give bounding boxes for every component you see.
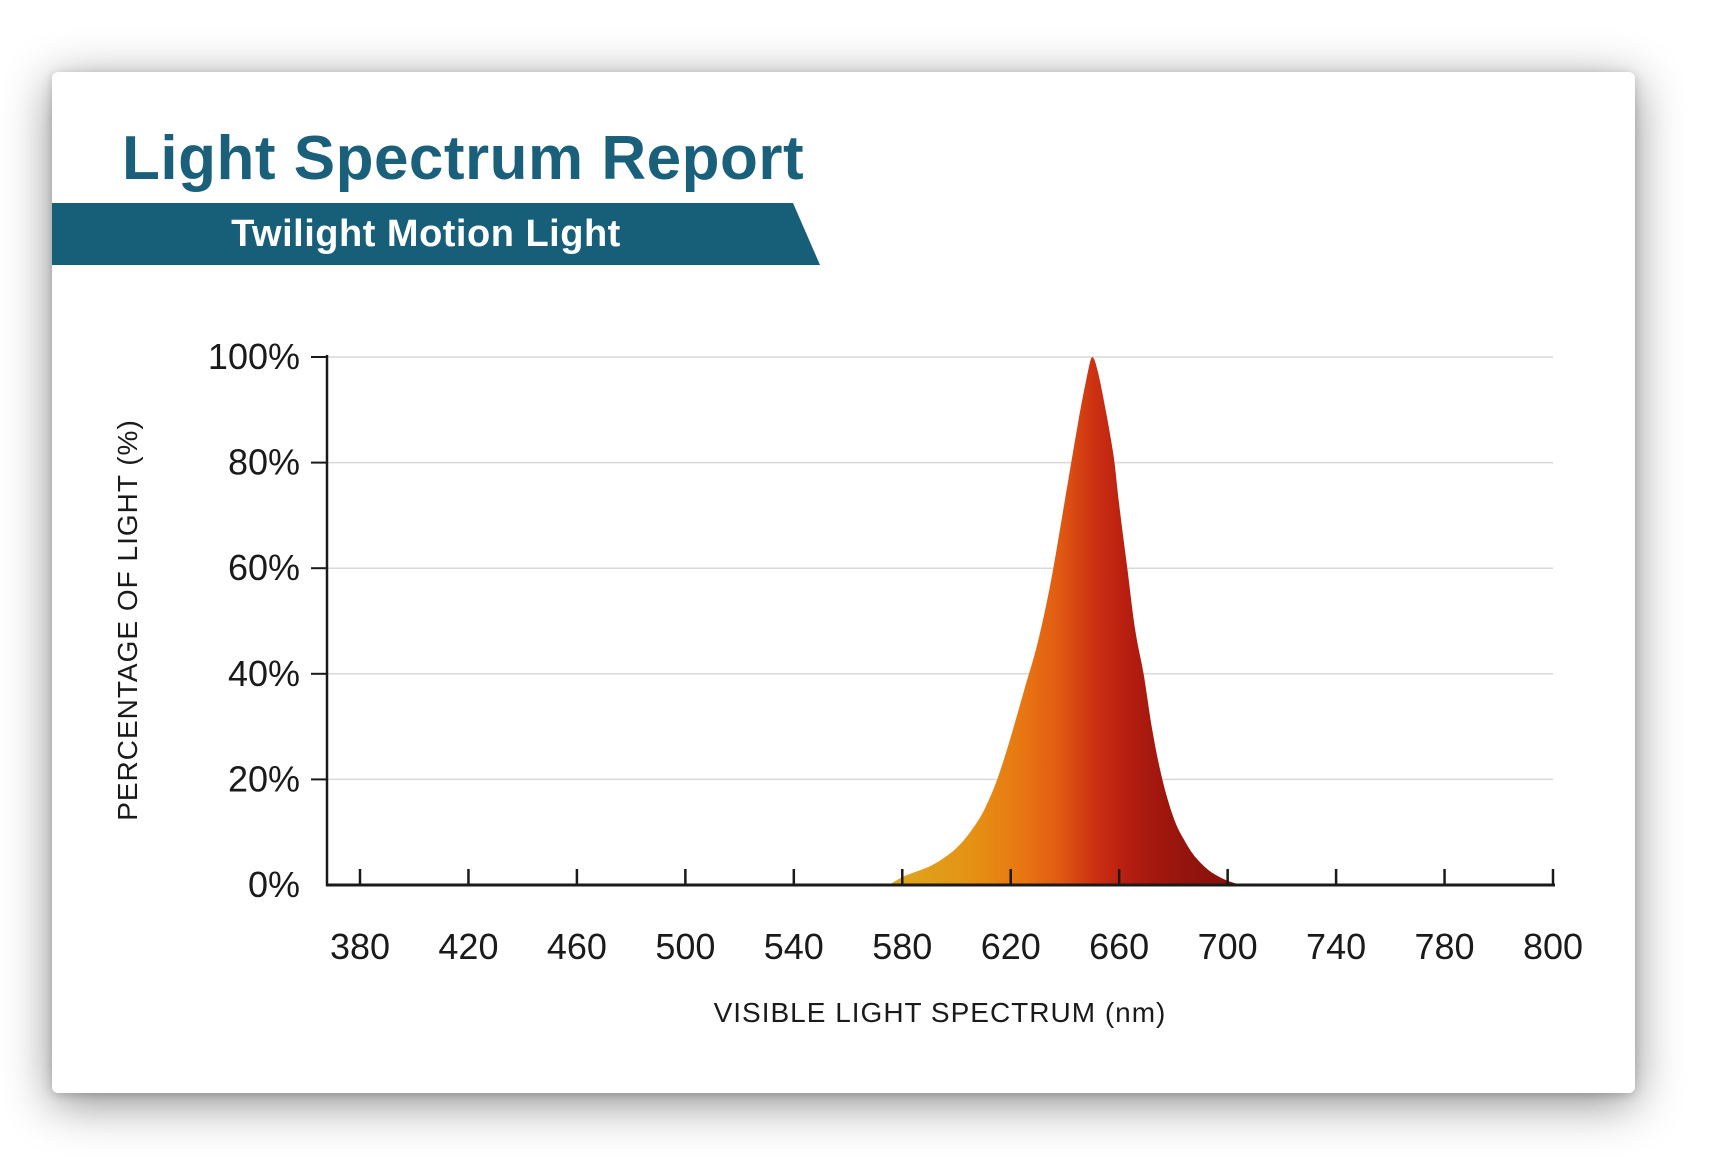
x-tick-label: 500 (655, 926, 715, 967)
x-tick-label: 800 (1523, 926, 1583, 967)
product-banner: Twilight Motion Light (52, 203, 820, 265)
report-card: Light Spectrum Report Twilight Motion Li… (52, 72, 1635, 1093)
spectrum-area (888, 357, 1242, 885)
x-tick-label: 580 (872, 926, 932, 967)
y-tick-label: 60% (228, 547, 300, 588)
x-tick-label: 740 (1306, 926, 1366, 967)
y-axis-title: PERCENTAGE OF LIGHT (%) (112, 419, 143, 821)
y-tick-label: 20% (228, 758, 300, 799)
x-tick-label: 780 (1415, 926, 1475, 967)
x-tick-label: 620 (981, 926, 1041, 967)
y-tick-label: 40% (228, 653, 300, 694)
x-tick-label: 460 (547, 926, 607, 967)
report-title: Light Spectrum Report (122, 124, 805, 193)
x-tick-label: 660 (1089, 926, 1149, 967)
x-tick-label: 700 (1198, 926, 1258, 967)
x-tick-label: 420 (438, 926, 498, 967)
x-tick-label: 380 (330, 926, 390, 967)
y-tick-label: 0% (248, 864, 300, 905)
x-tick-label: 540 (764, 926, 824, 967)
spectrum-chart: 0% 20% 40% 60% 80% 100% 380 420 460 500 540 580 620 6… (208, 336, 1583, 967)
x-axis-title: VISIBLE LIGHT SPECTRUM (nm) (713, 997, 1167, 1028)
y-tick-label: 80% (228, 442, 300, 483)
y-tick-label: 100% (208, 336, 300, 377)
product-name-label: Twilight Motion Light (231, 212, 621, 255)
